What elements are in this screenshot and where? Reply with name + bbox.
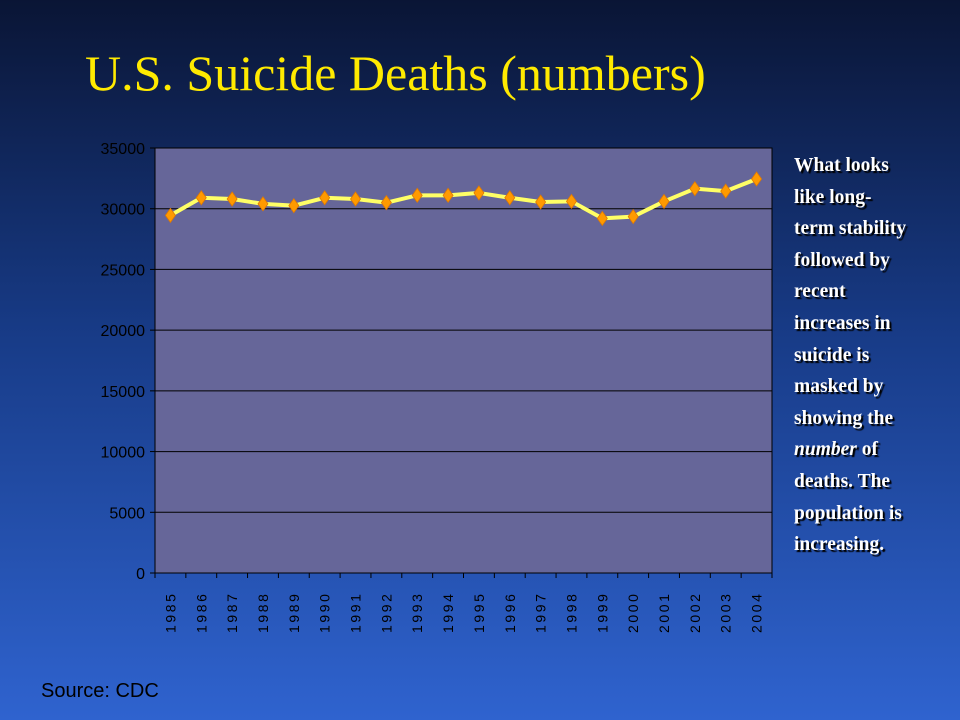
annotation-line: term stability — [794, 218, 907, 240]
annotation-line: masked by — [794, 376, 884, 398]
annotation-line: increases in — [794, 312, 891, 334]
x-tick-label: 1986 — [193, 591, 209, 633]
source-label: Source: CDC — [41, 680, 159, 702]
x-tick-label: 1996 — [502, 591, 518, 633]
data-point — [257, 196, 269, 212]
gridlines — [155, 208, 772, 513]
data-point — [411, 187, 423, 204]
data-point — [751, 171, 763, 187]
data-point — [658, 193, 670, 210]
annotation-line-rest: of — [856, 439, 878, 461]
x-tick-label: 1988 — [255, 591, 271, 633]
data-point — [504, 190, 516, 206]
x-tick-label: 1995 — [471, 591, 487, 633]
x-tick-label: 1989 — [286, 591, 302, 633]
plot-area — [154, 147, 773, 574]
annotation-line: recent — [794, 281, 846, 303]
x-tick-label: 1999 — [594, 591, 610, 633]
data-point — [720, 183, 732, 199]
x-tick-label: 1990 — [317, 591, 333, 633]
data-point — [535, 194, 547, 210]
y-tick-label: 25000 — [101, 262, 146, 279]
y-tick-label: 0 — [136, 566, 145, 583]
data-point — [596, 210, 608, 227]
x-tick-label: 2001 — [656, 591, 672, 633]
x-tick-label: 1997 — [533, 591, 549, 633]
x-tick-label: 1994 — [440, 591, 456, 633]
x-tick-label: 2004 — [749, 591, 765, 633]
annotation-line: like long- — [794, 186, 872, 208]
annotation-line: followed by — [794, 249, 890, 271]
data-point — [195, 190, 207, 206]
x-tick-label: 2000 — [625, 591, 641, 633]
data-point — [473, 185, 485, 201]
annotation-line: What looks — [794, 155, 889, 176]
annotation-text: What looks like long- term stability fol… — [794, 150, 954, 561]
annotation-line: showing the — [794, 407, 894, 429]
x-tick-label: 1991 — [348, 591, 364, 633]
y-tick-label: 20000 — [101, 323, 146, 340]
data-point — [288, 197, 300, 214]
data-point — [565, 193, 577, 210]
y-tick-label: 30000 — [101, 202, 146, 219]
annotation-line: suicide is — [794, 344, 870, 366]
y-tick-label: 10000 — [101, 445, 146, 462]
data-series — [164, 171, 763, 227]
annotation-emphasis: number — [794, 439, 857, 461]
y-tick-label: 15000 — [101, 384, 146, 401]
x-tick-label: 2002 — [687, 591, 703, 633]
axes: 0 5000 10000 15000 20000 25000 30000 35000 1985 1… — [101, 141, 773, 633]
y-tick-label: 5000 — [109, 505, 145, 522]
data-point — [226, 191, 238, 207]
x-tick-label: 2003 — [718, 591, 734, 633]
x-tick-label: 1992 — [378, 591, 394, 633]
x-tick-label: 1993 — [409, 591, 425, 633]
x-tick-label: 1987 — [224, 591, 240, 633]
slide-title: U.S. Suicide Deaths (numbers) — [85, 45, 706, 101]
x-tick-label: 1998 — [563, 591, 579, 633]
annotation-line: increasing. — [794, 534, 885, 556]
data-point — [442, 187, 454, 204]
data-point — [164, 207, 176, 224]
data-point — [319, 190, 331, 206]
annotation-line: deaths. The — [794, 470, 891, 492]
annotation-line: number of — [794, 434, 954, 466]
data-point — [350, 191, 362, 207]
data-point — [380, 194, 392, 211]
data-point — [627, 208, 639, 225]
y-tick-label: 35000 — [101, 141, 146, 158]
annotation-line: population is — [794, 502, 902, 524]
data-point — [689, 180, 701, 197]
x-tick-label: 1985 — [162, 591, 178, 633]
